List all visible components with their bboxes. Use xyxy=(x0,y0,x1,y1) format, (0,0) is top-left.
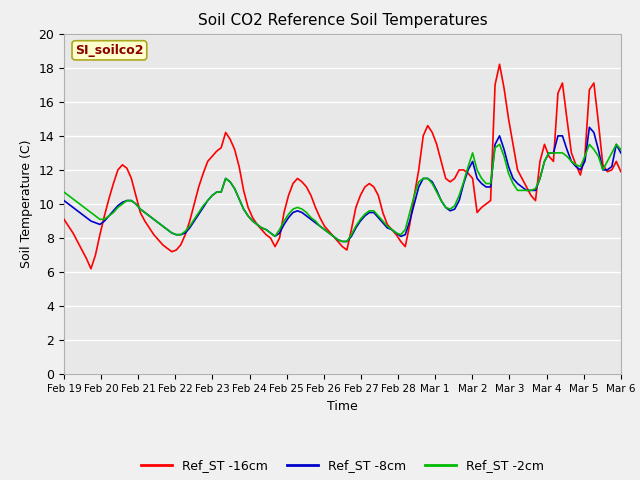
X-axis label: Time: Time xyxy=(327,400,358,413)
Legend: Ref_ST -16cm, Ref_ST -8cm, Ref_ST -2cm: Ref_ST -16cm, Ref_ST -8cm, Ref_ST -2cm xyxy=(136,454,549,477)
Text: SI_soilco2: SI_soilco2 xyxy=(75,44,143,57)
Title: Soil CO2 Reference Soil Temperatures: Soil CO2 Reference Soil Temperatures xyxy=(198,13,487,28)
Y-axis label: Soil Temperature (C): Soil Temperature (C) xyxy=(20,140,33,268)
